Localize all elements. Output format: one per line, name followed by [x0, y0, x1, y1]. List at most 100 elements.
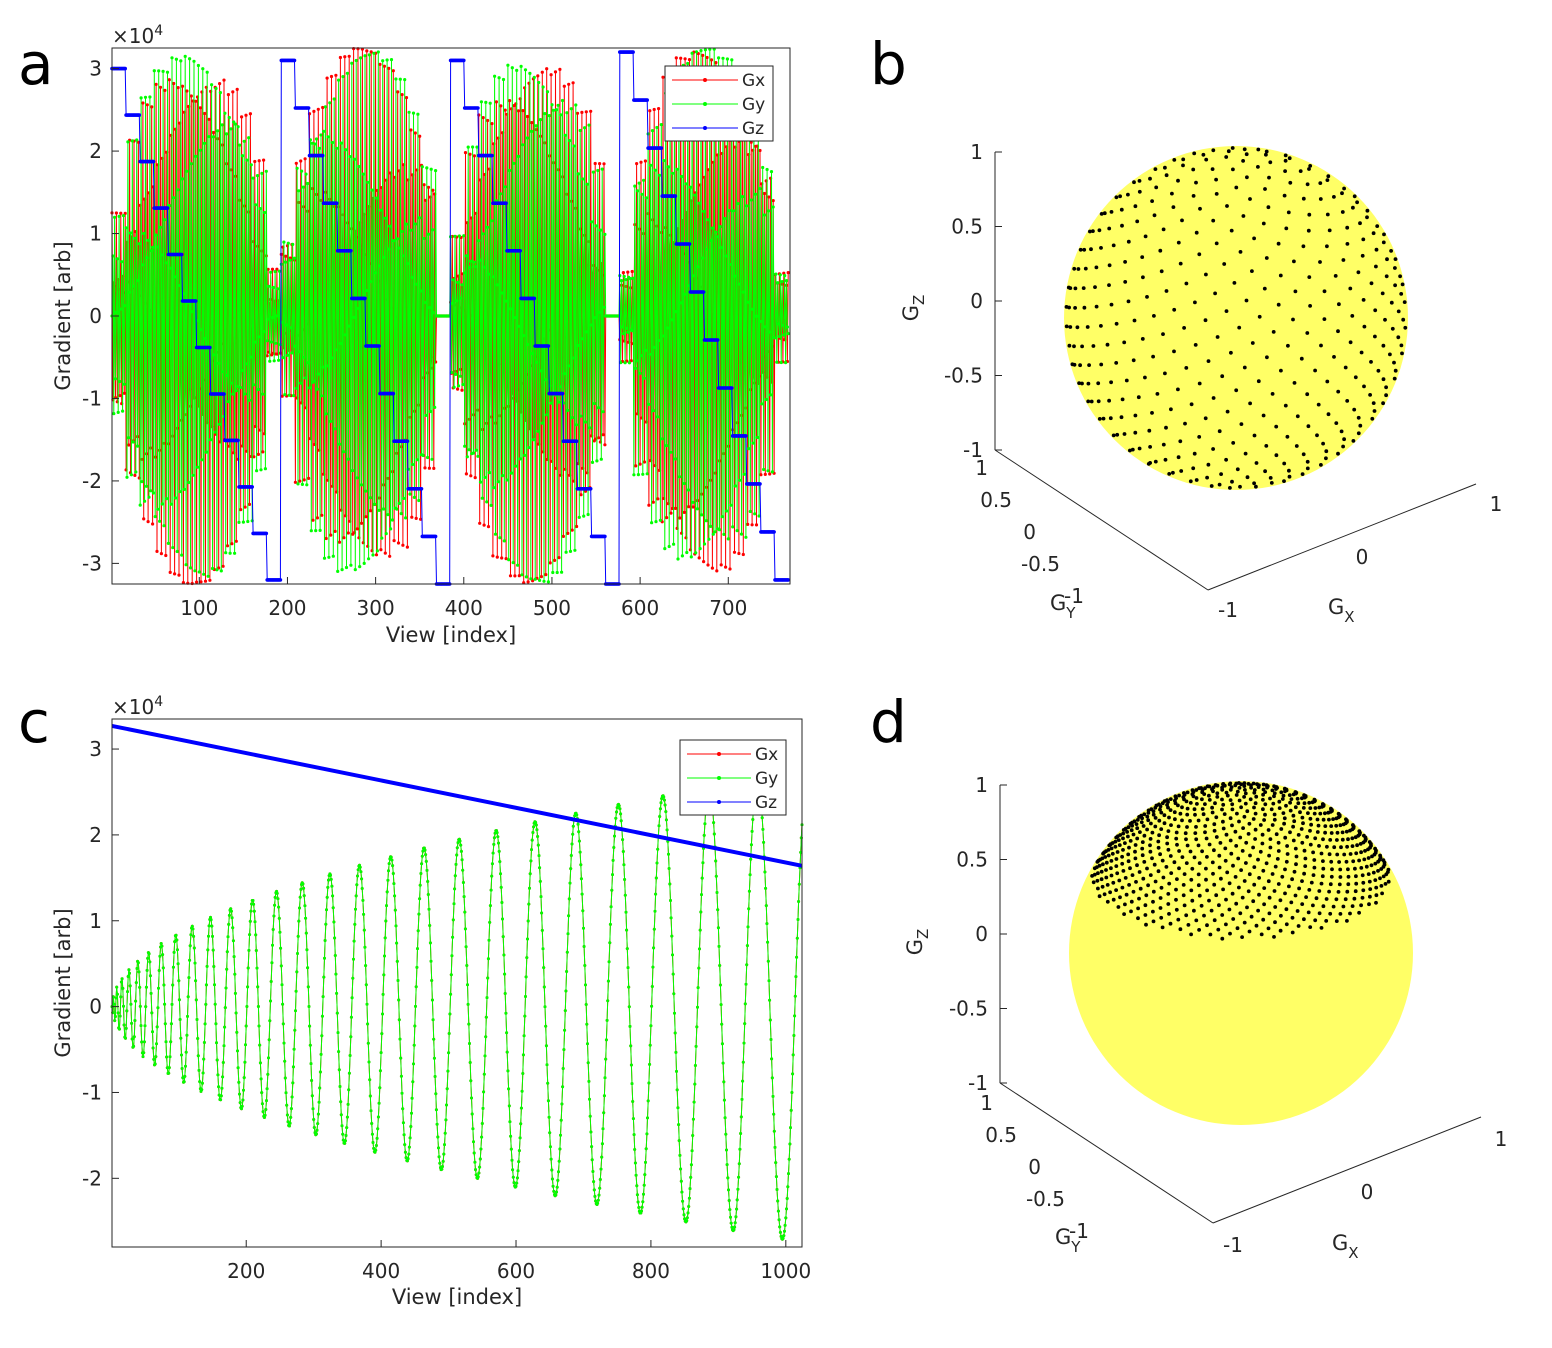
panel-a-gy-point — [277, 269, 282, 273]
panel-a-gy-point — [184, 563, 188, 567]
panel-a-gx-point — [673, 506, 678, 510]
panel-a-gy-point — [284, 260, 288, 264]
panel-a-gy-point — [709, 524, 713, 529]
panel-a-gx-point — [490, 122, 494, 126]
panel-a-gy-point — [218, 422, 222, 426]
panel-d-point — [1279, 827, 1284, 831]
panel-a-gy-point — [249, 163, 253, 167]
panel-a-gy-point — [331, 554, 335, 558]
panel-a-gx-point — [401, 543, 405, 547]
panel-a-gy-point — [461, 382, 465, 387]
panel-c-gy-point — [559, 1133, 562, 1137]
panel-a-gy-point — [575, 423, 579, 427]
panel-c-gy-point — [115, 992, 119, 996]
panel-c-gy-point — [488, 920, 492, 924]
panel-a-gy-point — [669, 450, 673, 454]
panel-a-gy-point — [770, 470, 775, 474]
panel-b-point — [1096, 399, 1101, 404]
panel-c-gy-point — [495, 831, 499, 835]
panel-b-point — [1288, 180, 1293, 185]
panel-c-gy-point — [389, 855, 393, 859]
panel-c-gy-point — [306, 985, 310, 989]
panel-c-gy-point — [640, 1205, 644, 1209]
panel-d-point — [1251, 817, 1256, 821]
panel-a-gy-point — [149, 489, 153, 493]
panel-a-gy-point — [465, 455, 469, 459]
panel-a-gy-point — [510, 66, 514, 70]
panel-a-gz-point — [730, 386, 734, 390]
panel-c-gy-point — [456, 841, 460, 845]
panel-c-gy-point — [678, 1153, 682, 1157]
panel-a-gy-point — [168, 266, 172, 270]
panel-a-gx-point — [405, 545, 409, 549]
panel-a-gy-point — [201, 67, 205, 71]
panel-c-gy-point — [722, 1098, 726, 1102]
panel-b-point — [1234, 185, 1239, 190]
panel-a-gy-point — [520, 573, 524, 577]
panel-c-gy-point — [412, 1043, 416, 1047]
panel-c-gy-point — [177, 979, 181, 983]
panel-b-point — [1094, 304, 1099, 309]
panel-a-gx-point — [598, 162, 602, 166]
panel-c-gy-point — [381, 1012, 384, 1016]
panel-c-gy-point — [511, 1168, 515, 1172]
panel-a-gy-point — [223, 111, 227, 115]
panel-c-gy-point — [347, 1088, 351, 1092]
panel-a-gy-point — [721, 56, 725, 60]
panel-a-gx-point — [359, 521, 364, 525]
panel-a-gy-point — [762, 467, 766, 472]
panel-a-gz-point — [546, 344, 551, 348]
panel-a-gy-point — [333, 427, 337, 431]
panel-b-point — [1181, 157, 1186, 162]
panel-c-gy-point — [468, 1042, 471, 1045]
panel-a-gy-point — [763, 325, 767, 329]
panel-a-gy-point — [381, 59, 385, 63]
panel-c-gy-point — [264, 1108, 268, 1111]
panel-a-gy-point — [210, 566, 215, 571]
panel-a-ylabel: Gradient [arb] — [51, 241, 75, 390]
panel-a-gy-point — [299, 381, 303, 385]
panel-c-gy-point — [530, 838, 534, 842]
panel-a-gy-point — [382, 507, 386, 511]
panel-c-gy-point — [449, 973, 453, 977]
panel-a-gy-point — [542, 579, 546, 583]
panel-c-gy-point — [522, 1034, 526, 1038]
panel-b-point — [1189, 402, 1194, 407]
panel-b-ytick-label: -0.5 — [1021, 552, 1060, 576]
panel-c-gy-point — [672, 992, 676, 996]
panel-c-gy-point — [670, 934, 674, 938]
panel-a-gy-point — [265, 339, 269, 343]
panel-a-gy-point — [359, 483, 364, 487]
panel-c-gy-point — [447, 1032, 451, 1035]
panel-c-gy-point — [627, 1005, 631, 1009]
panel-c-gy-point — [472, 1151, 476, 1155]
panel-a-gx-point — [195, 580, 199, 584]
panel-c-gy-point — [592, 1188, 596, 1192]
panel-a-gy-point — [480, 496, 484, 500]
panel-d-point — [1243, 801, 1248, 806]
panel-c-gy-point — [631, 1117, 635, 1121]
panel-a-gx-point — [387, 66, 391, 70]
panel-b-point — [1137, 189, 1142, 194]
panel-b-ztick-label: -1 — [963, 438, 983, 462]
panel-a-gy-point — [338, 341, 342, 346]
panel-a-gz-point — [292, 58, 297, 63]
panel-a-gy-point — [188, 57, 192, 61]
panel-a-gx-point — [549, 73, 553, 77]
panel-a-gy-point — [353, 568, 357, 572]
panel-a-gy-point — [282, 240, 286, 244]
panel-a-gx-point — [710, 566, 715, 570]
panel-a-gy-point — [491, 275, 495, 279]
panel-a-gx-point — [275, 267, 279, 271]
panel-a-gy-point — [455, 299, 459, 303]
panel-c-gy-point — [291, 1081, 295, 1085]
panel-c-gy-point — [724, 1132, 728, 1136]
panel-a-gy-point — [456, 384, 461, 388]
panel-a-gx-point — [472, 154, 476, 158]
panel-c-gy-point — [257, 1024, 261, 1028]
panel-c-gy-point — [601, 1127, 605, 1131]
panel-a-gx-point — [482, 523, 486, 527]
panel-b-point — [1286, 210, 1291, 215]
panel-c-gy-point — [170, 1002, 174, 1006]
panel-a-gy-point — [573, 548, 577, 552]
